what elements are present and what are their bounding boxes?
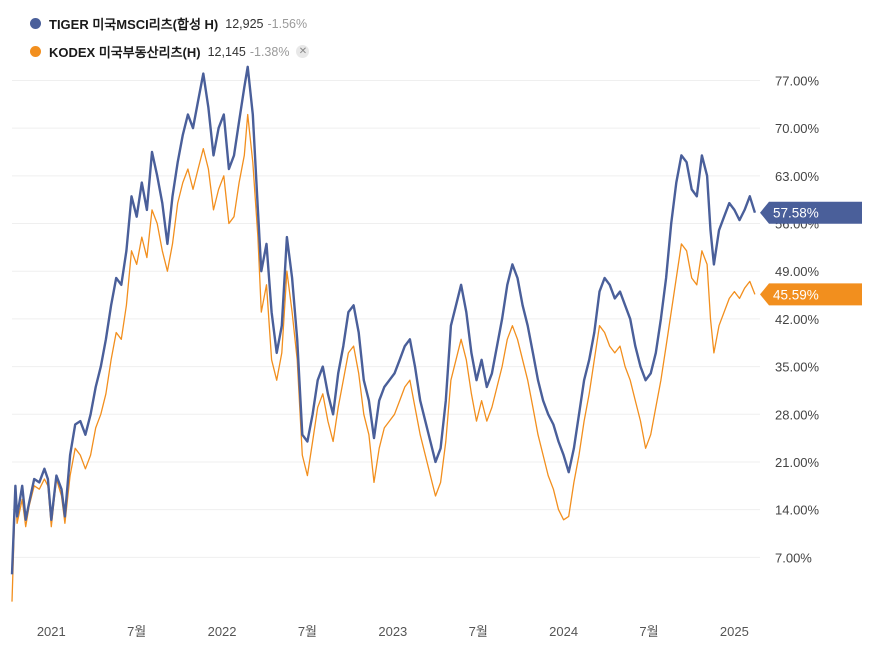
x-tick-label: 7월 (127, 624, 146, 639)
x-tick-label: 2023 (378, 624, 407, 639)
series-color-dot (30, 18, 41, 29)
y-tick-label: 70.00% (775, 121, 820, 136)
y-tick-label: 35.00% (775, 360, 820, 375)
x-tick-label: 2021 (37, 624, 66, 639)
x-tick-label: 7월 (469, 624, 488, 639)
last-value-label: 45.59% (773, 287, 819, 302)
legend-item-kodex[interactable]: KODEX 미국부동산리츠(H) 12,145 -1.38% ✕ (30, 42, 310, 61)
series-layer (10, 65, 757, 602)
y-axis: 7.00% 14.00% 21.00% 28.00% 35.00% 42.00% 49.00… (775, 73, 820, 565)
y-tick-label: 21.00% (775, 455, 820, 470)
x-tick-label: 7월 (298, 624, 317, 639)
close-icon[interactable]: ✕ (296, 45, 310, 58)
last-value-badge (760, 283, 862, 306)
last-value-badge (760, 201, 862, 224)
x-tick-label: 7월 (639, 624, 658, 639)
y-tick-label: 14.00% (775, 503, 820, 518)
series-line-kodex (11, 113, 756, 602)
y-tick-label: 77.00% (775, 73, 820, 88)
x-tick-label: 2025 (720, 624, 749, 639)
last-value-label: 57.58% (773, 206, 819, 221)
series-name: KODEX 미국부동산리츠(H) (49, 45, 201, 60)
legend-item-tiger[interactable]: TIGER 미국MSCI리츠(합성 H) 12,925 -1.56% (30, 14, 307, 33)
series-name: TIGER 미국MSCI리츠(합성 H) (49, 17, 219, 32)
series-line-tiger (10, 65, 757, 575)
series-color-dot (30, 46, 41, 57)
y-tick-label: 42.00% (775, 312, 820, 327)
y-tick-label: 63.00% (775, 169, 820, 184)
series-change: -1.38% (249, 44, 290, 59)
series-value: 12,145 (207, 44, 246, 59)
x-tick-label: 2022 (208, 624, 237, 639)
y-tick-label: 49.00% (775, 264, 820, 279)
x-tick-label: 2024 (549, 624, 578, 639)
grid-layer (12, 79, 760, 558)
series-value: 12,925 (225, 16, 264, 31)
y-tick-label: 28.00% (775, 407, 820, 422)
x-axis: 2021 7월 2022 7월 2023 7월 2024 7월 2025 (37, 624, 749, 639)
last-value-badges: 57.58% 45.59% (760, 201, 862, 306)
y-tick-label: 7.00% (775, 550, 812, 565)
series-change: -1.56% (267, 16, 308, 31)
